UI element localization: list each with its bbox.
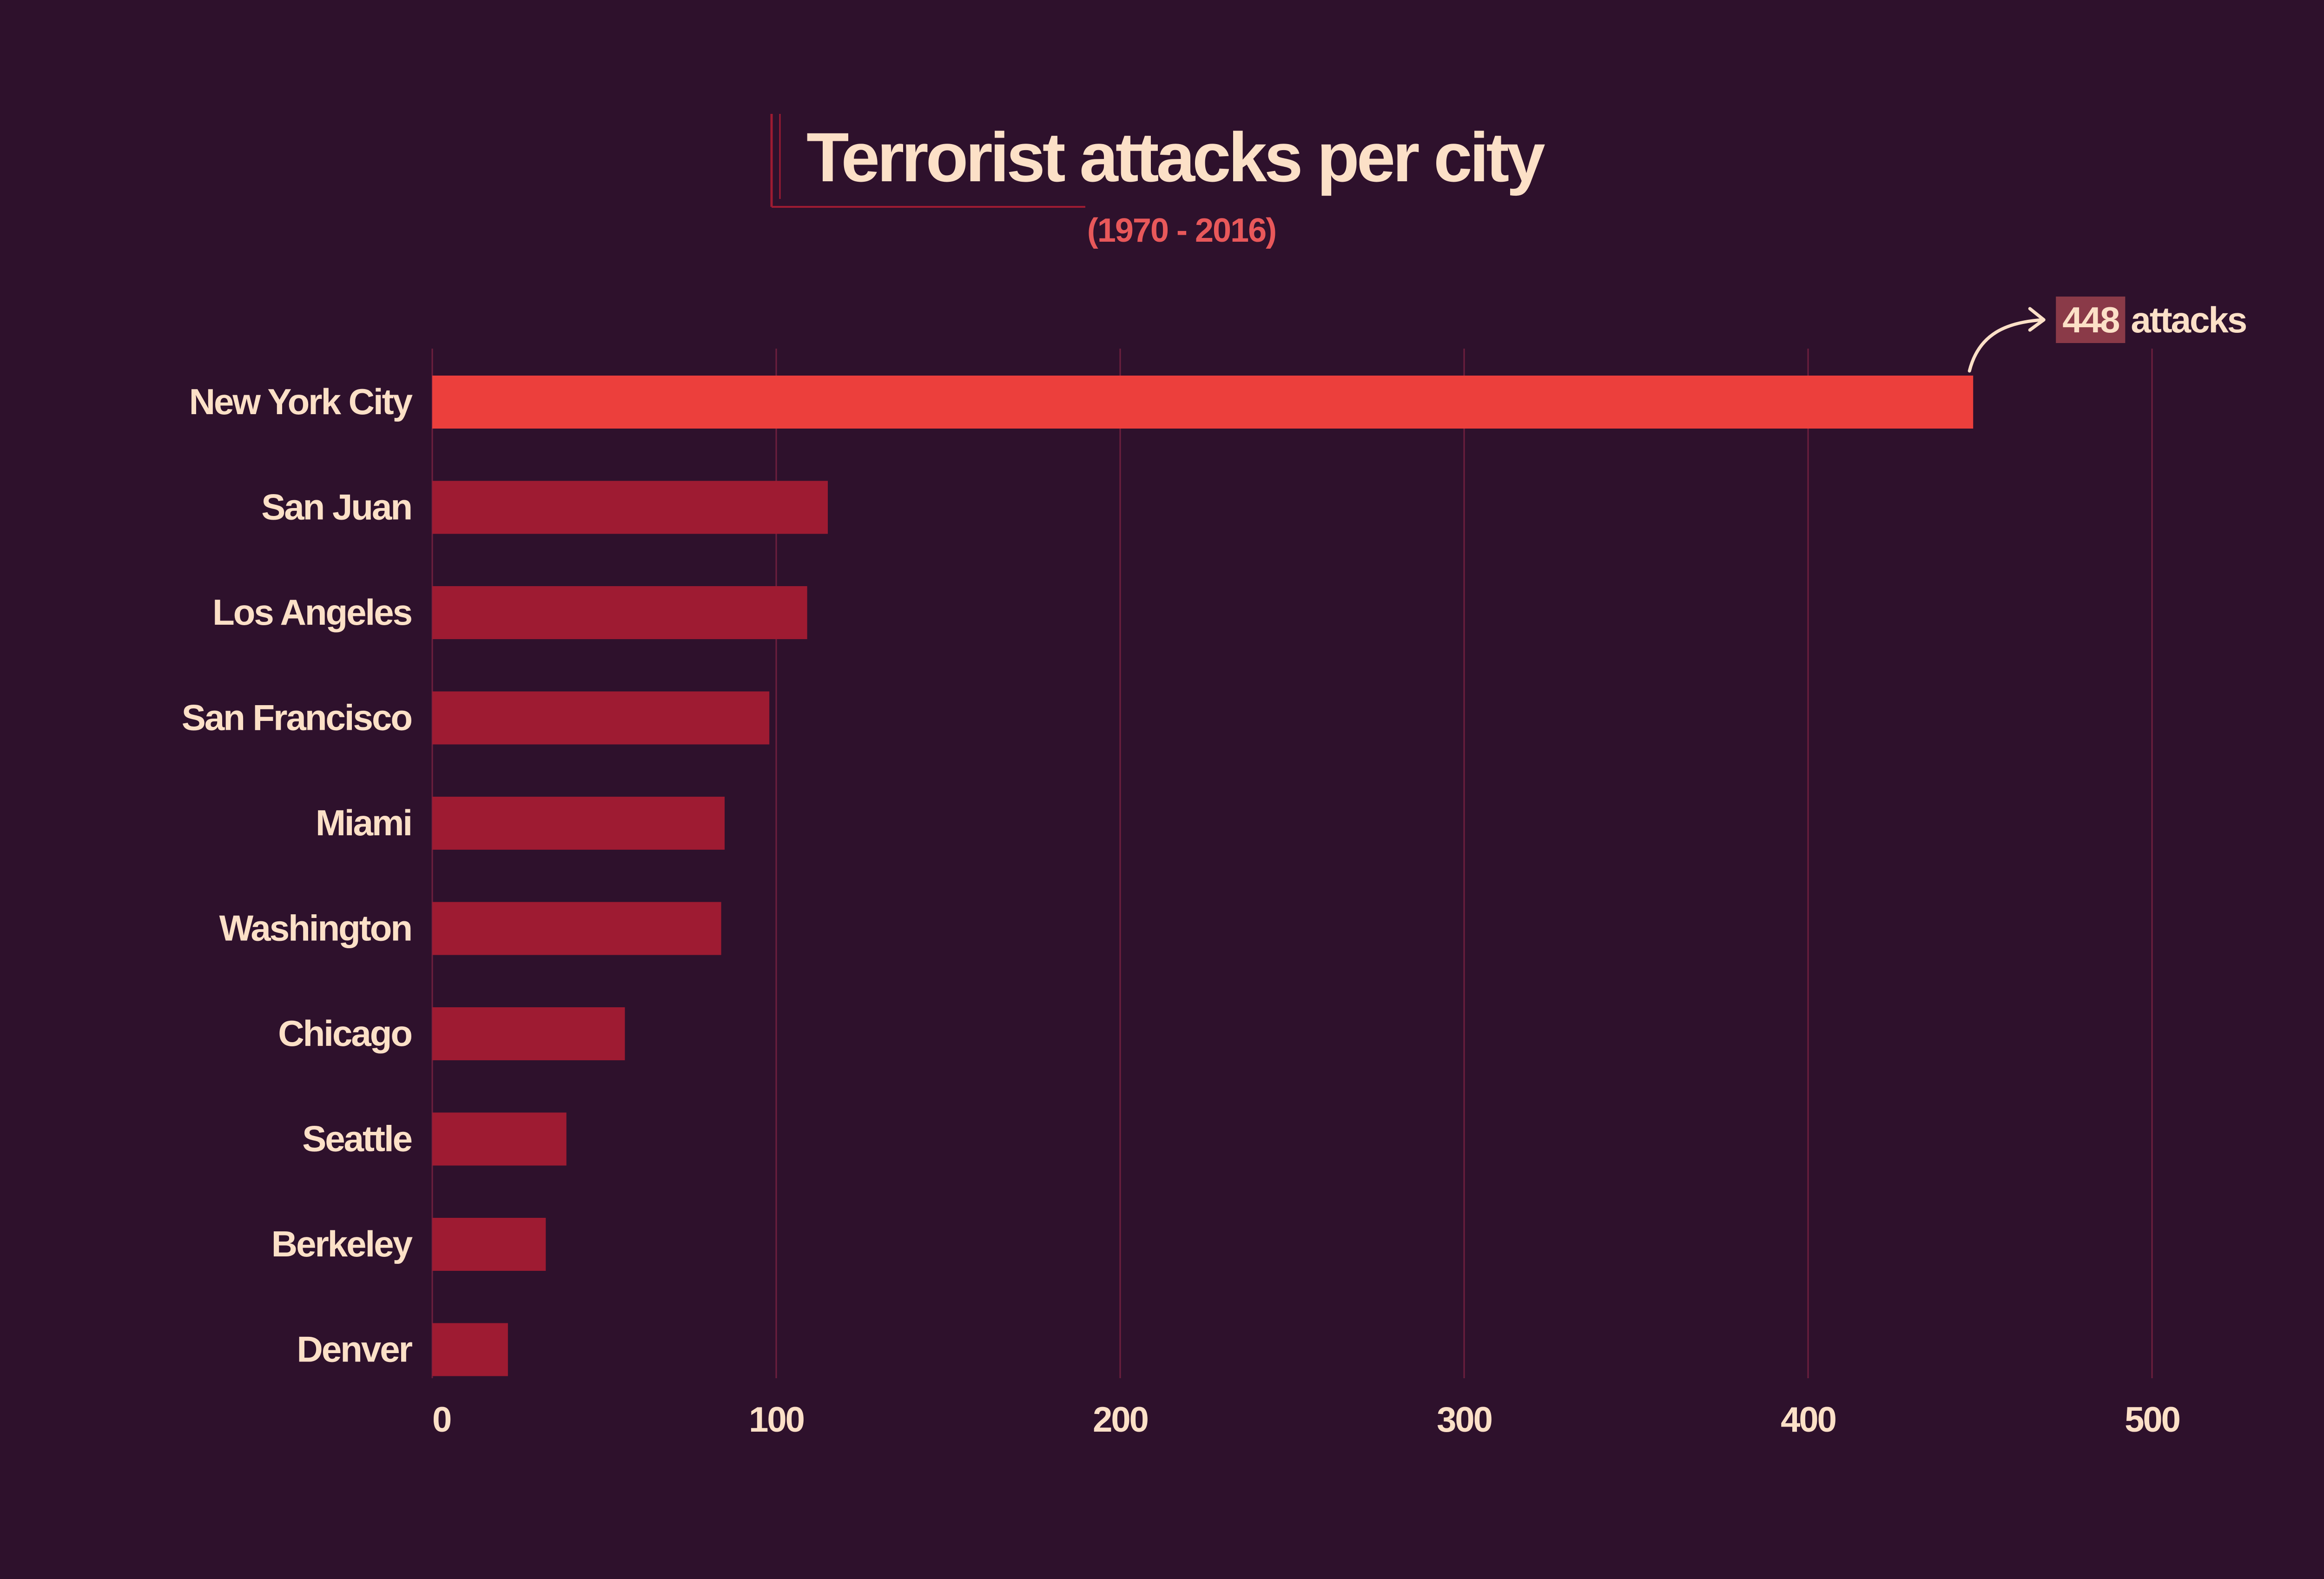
category-label: Seattle: [302, 1118, 411, 1159]
chart-subtitle: (1970 - 2016): [1087, 212, 1276, 249]
category-label: Washington: [219, 908, 411, 949]
bar: [432, 902, 721, 955]
x-tick-label: 100: [749, 1400, 804, 1440]
bar: [432, 1112, 567, 1166]
x-tick-label: 200: [1093, 1400, 1148, 1440]
x-tick-label: 400: [1781, 1400, 1836, 1440]
category-label: Chicago: [278, 1013, 411, 1054]
x-axis-tick-labels: 0 100 200 300 400 500: [432, 1400, 2181, 1440]
x-tick-label: 0: [432, 1400, 451, 1440]
chart-title: Terrorist attacks per city: [806, 118, 1545, 196]
value-annotation: 448 attacks: [1967, 297, 2248, 373]
category-labels: New York City San Juan Los Angeles San Fran…: [182, 381, 414, 1370]
title-decoration: [770, 114, 1085, 208]
bar: [432, 586, 807, 639]
bar: [432, 797, 725, 850]
category-label: San Francisco: [182, 697, 412, 738]
x-tick-label: 300: [1437, 1400, 1492, 1440]
category-label: Miami: [316, 802, 411, 843]
x-tick-label: 500: [2125, 1400, 2180, 1440]
category-label: Los Angeles: [212, 592, 411, 633]
bar: [432, 376, 1974, 429]
bar: [432, 1323, 508, 1376]
category-label: New York City: [189, 381, 413, 422]
bar: [432, 1007, 625, 1060]
category-label: Berkeley: [271, 1223, 413, 1264]
annotation-arrow: [1967, 318, 2045, 373]
annotation-value: 448: [2062, 299, 2119, 340]
annotation-value-box: [2056, 297, 2126, 343]
bar: [432, 691, 770, 745]
category-label: Denver: [297, 1329, 413, 1370]
bars: [432, 376, 1974, 1376]
bar: [432, 481, 828, 534]
category-label: San Juan: [261, 487, 411, 528]
annotation-arrowhead: [2028, 307, 2046, 332]
annotation-label: attacks: [2131, 299, 2246, 340]
bar: [432, 1218, 546, 1271]
